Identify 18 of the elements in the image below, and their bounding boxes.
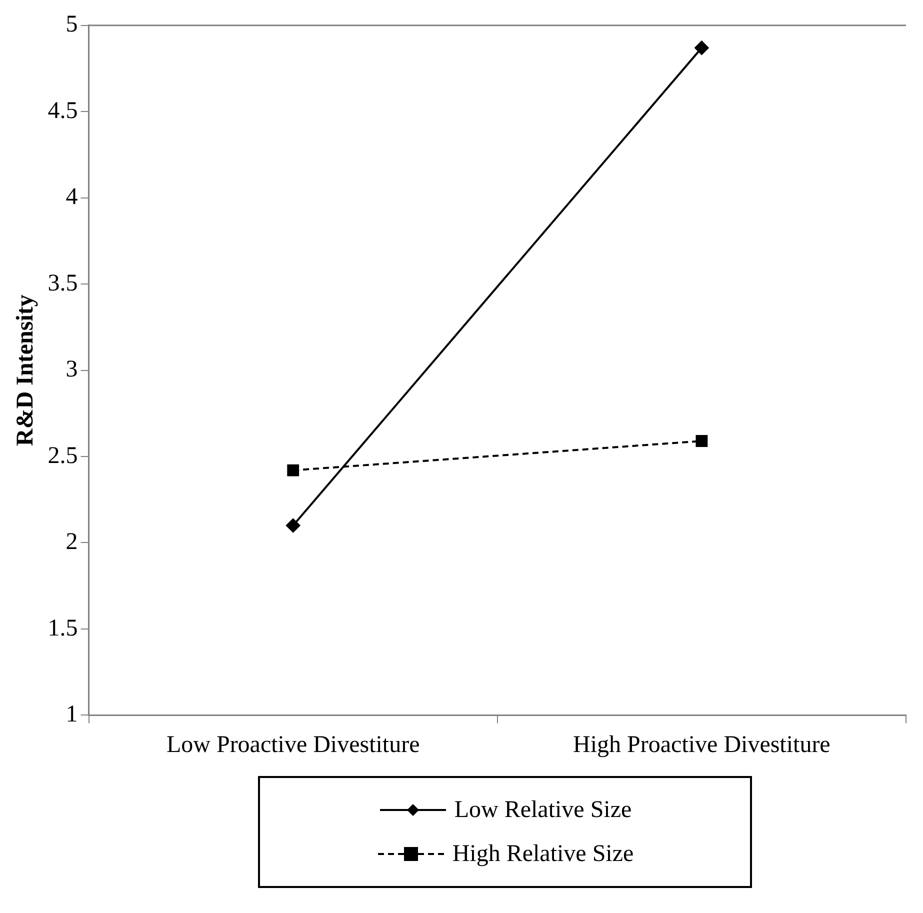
y-tick-label: 1 [66, 701, 78, 728]
legend-label: Low Relative Size [454, 796, 632, 824]
point [287, 464, 300, 476]
y-axis-title: R&D Intensity [12, 294, 39, 446]
y-tick-label: 3.5 [48, 270, 78, 296]
legend-label: High Relative Size [452, 840, 634, 868]
point [694, 40, 709, 55]
point [696, 435, 708, 447]
y-tick-label: 4.5 [48, 98, 78, 124]
y-tick-label: 3 [66, 356, 78, 383]
y-tick-label: 4 [66, 184, 78, 210]
x-tick-label: Low Proactive Divestiture [166, 732, 420, 758]
x-tick-label: High Proactive Divestiture [573, 732, 830, 758]
y-tick-label: 2.5 [48, 442, 78, 469]
y-tick-label: 2 [66, 529, 78, 556]
y-tick-label: 1.5 [48, 615, 78, 642]
point [286, 518, 300, 533]
y-tick-label: 5 [66, 12, 78, 38]
